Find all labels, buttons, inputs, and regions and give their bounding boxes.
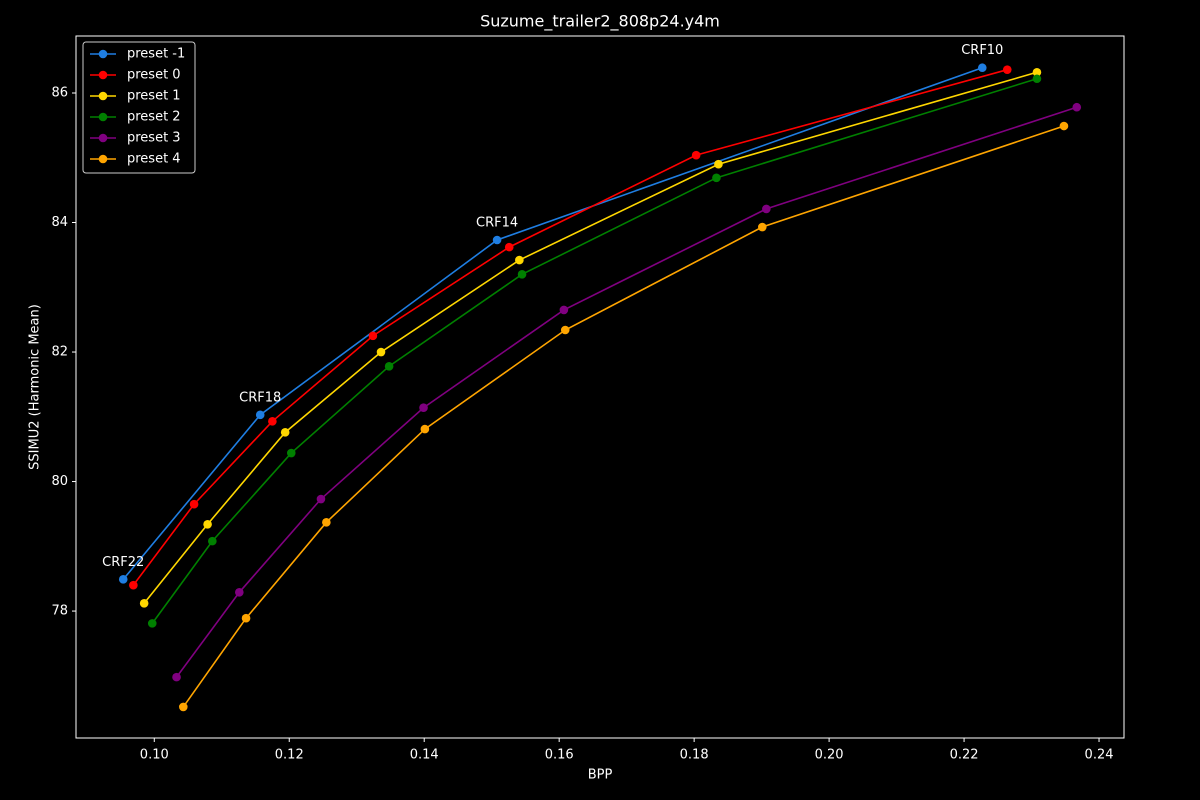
data-point <box>712 173 721 183</box>
data-point <box>322 518 331 527</box>
data-point <box>203 519 212 529</box>
data-point <box>286 448 296 458</box>
data-point <box>189 499 199 509</box>
data-point <box>316 494 326 504</box>
x-tick-label: 0.16 <box>545 748 574 763</box>
data-point <box>172 672 181 682</box>
x-axis-label: BPP <box>588 768 613 783</box>
annotation: CRF10 <box>961 43 1003 58</box>
data-point <box>208 536 217 546</box>
chart-title: Suzume_trailer2_808p24.y4m <box>480 12 720 32</box>
data-point <box>368 331 378 341</box>
data-point <box>1032 74 1042 84</box>
annotation: CRF18 <box>239 390 281 405</box>
legend-marker <box>98 112 108 122</box>
data-point <box>517 270 527 279</box>
data-point <box>1059 121 1069 131</box>
data-point <box>691 150 701 160</box>
x-tick-label: 0.14 <box>410 748 439 763</box>
x-tick-label: 0.24 <box>1085 748 1114 763</box>
data-point <box>419 403 428 413</box>
x-tick-label: 0.18 <box>680 748 709 763</box>
data-point <box>384 361 394 371</box>
legend-label: preset 4 <box>127 152 181 167</box>
legend-label: preset 0 <box>127 68 181 83</box>
legend-marker <box>98 91 108 101</box>
data-point <box>376 347 386 357</box>
y-tick-label: 84 <box>51 215 68 230</box>
data-point <box>147 619 157 628</box>
x-tick-label: 0.12 <box>275 748 304 763</box>
legend-marker <box>98 49 108 59</box>
data-point <box>139 598 149 608</box>
legend-label: preset 3 <box>127 131 181 146</box>
x-tick-label: 0.10 <box>140 748 169 763</box>
legend-label: preset 1 <box>127 89 181 104</box>
data-point <box>1072 102 1082 112</box>
legend-marker <box>98 70 108 80</box>
annotation: CRF22 <box>102 555 144 570</box>
data-point <box>280 428 290 437</box>
data-point <box>118 575 128 584</box>
series-line <box>122 66 983 580</box>
y-tick-label: 78 <box>51 604 68 619</box>
data-point <box>268 417 277 426</box>
data-point <box>241 613 251 623</box>
y-tick-label: 86 <box>51 85 68 100</box>
plot-frame <box>75 35 1125 739</box>
y-tick-label: 82 <box>51 345 68 360</box>
legend-marker <box>98 133 108 143</box>
legend-label: preset 2 <box>127 110 181 125</box>
data-point <box>235 587 244 597</box>
legend-label: preset -1 <box>127 47 185 62</box>
data-point <box>1002 65 1012 74</box>
data-point <box>504 242 514 252</box>
data-point <box>560 325 570 335</box>
data-point <box>762 204 771 214</box>
data-point <box>757 222 767 232</box>
data-point <box>977 63 987 73</box>
data-point <box>559 305 569 315</box>
y-tick-label: 80 <box>51 474 68 489</box>
data-point <box>255 410 265 420</box>
data-point <box>714 159 723 169</box>
data-point <box>492 235 502 245</box>
x-tick-label: 0.22 <box>950 748 979 763</box>
legend-marker <box>98 154 108 164</box>
data-point <box>420 424 430 434</box>
data-point <box>129 580 138 590</box>
x-tick-label: 0.20 <box>815 748 844 763</box>
data-point <box>178 702 188 712</box>
y-axis-label: SSIMU2 (Harmonic Mean) <box>28 304 43 470</box>
data-point <box>515 255 524 265</box>
annotation: CRF14 <box>476 215 518 230</box>
data-point <box>1032 67 1042 77</box>
